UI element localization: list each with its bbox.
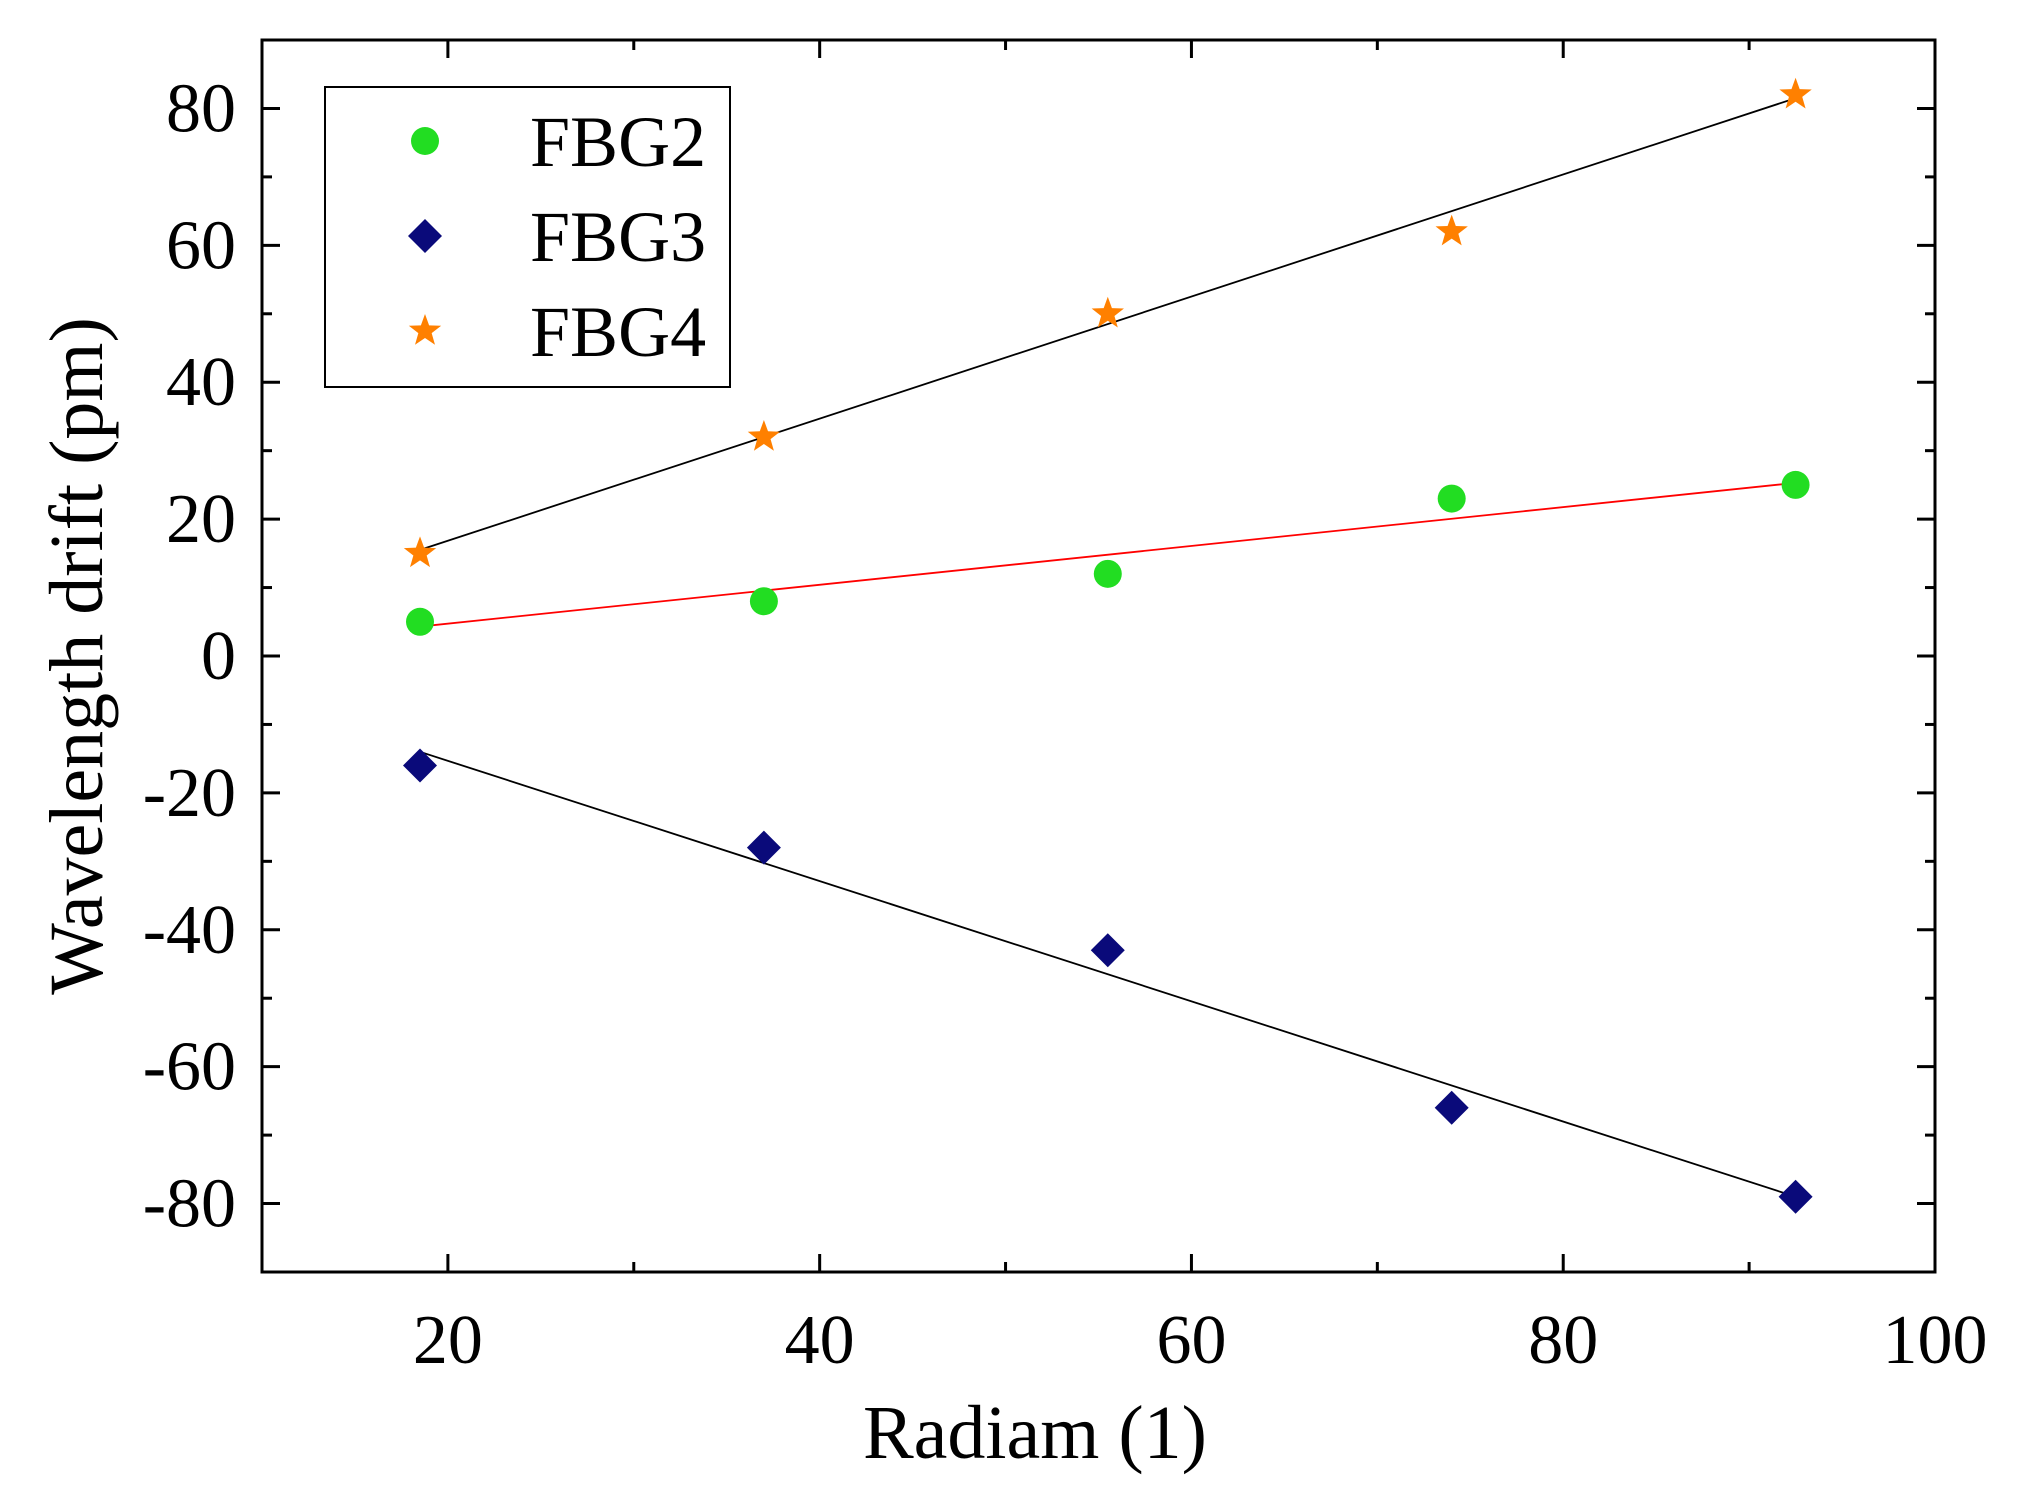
fbg2-point xyxy=(1437,484,1466,513)
y-tick-label: 60 xyxy=(166,207,236,284)
x-tick-label: 60 xyxy=(1156,1302,1226,1379)
legend-box xyxy=(324,86,731,388)
y-tick-label: 0 xyxy=(201,618,236,695)
fbg4-fit-line xyxy=(419,97,1796,551)
axis-ticks: 20 40 60 80 100 -80 -60 -40 -20 0 20 40 60 80 xyxy=(143,38,1988,1379)
y-tick-label: 80 xyxy=(166,70,236,147)
legend-marker-fbg4 xyxy=(408,314,442,345)
fbg2-fit-line xyxy=(419,481,1796,628)
fbg4-point xyxy=(1091,296,1124,328)
x-tick-label: 100 xyxy=(1883,1302,1988,1379)
fbg3-fit-line xyxy=(419,750,1796,1198)
y-tick-label: -80 xyxy=(143,1166,236,1243)
legend-label-fbg2: FBG2 xyxy=(530,102,706,182)
fbg3-point xyxy=(1778,1179,1813,1214)
fbg3-point xyxy=(1090,933,1125,968)
y-tick-label: 40 xyxy=(166,344,236,421)
y-tick-label: 20 xyxy=(166,481,236,558)
legend-label-fbg4: FBG4 xyxy=(530,292,706,372)
legend-marker-fbg2 xyxy=(411,127,439,155)
fbg4-point xyxy=(1779,77,1812,109)
plot-marks xyxy=(403,77,1813,1214)
fbg2-point xyxy=(749,587,778,616)
y-tick-label: -20 xyxy=(143,755,236,832)
x-tick-label: 40 xyxy=(785,1302,855,1379)
y-tick-label: -60 xyxy=(143,1029,236,1106)
fbg4-point xyxy=(747,419,781,451)
fbg3-point xyxy=(746,830,781,865)
y-tick-label: -40 xyxy=(143,892,236,969)
fbg3-point xyxy=(1434,1090,1469,1125)
legend-label-fbg3: FBG3 xyxy=(530,197,706,277)
legend: FBG2 FBG3 FBG4 xyxy=(324,86,731,388)
fbg4-point xyxy=(403,536,437,568)
fbg3-point xyxy=(403,748,438,783)
x-axis-label: Radiam (1) xyxy=(863,1391,1207,1475)
x-tick-label: 80 xyxy=(1528,1302,1598,1379)
x-tick-label: 20 xyxy=(413,1302,483,1379)
legend-marker-fbg3 xyxy=(408,219,442,253)
fbg2-point xyxy=(1093,559,1122,588)
fbg2-point xyxy=(1781,470,1810,499)
y-axis-label: Wavelength drift (pm) xyxy=(35,317,119,995)
fbg4-point xyxy=(1435,214,1468,246)
fbg2-point xyxy=(406,607,435,636)
